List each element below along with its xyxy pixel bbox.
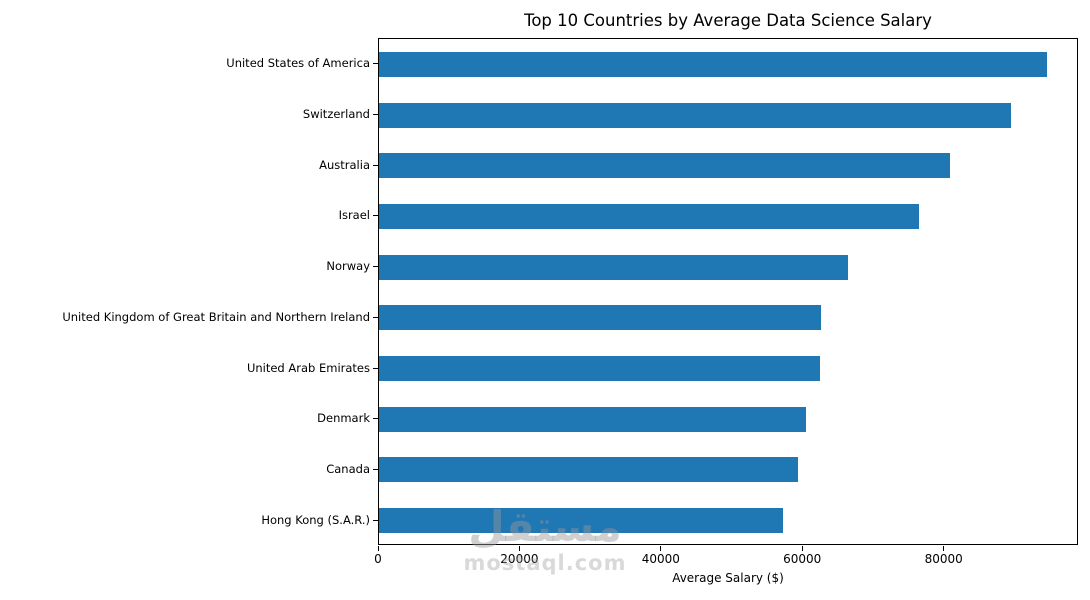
x-tick-label: 40000 <box>641 552 680 566</box>
bar <box>379 356 821 381</box>
bar <box>379 103 1012 128</box>
x-tick-mark <box>518 546 520 551</box>
plot-area <box>378 38 1078 545</box>
x-axis-label: Average Salary ($) <box>672 571 784 585</box>
bar <box>379 305 821 330</box>
y-tick-label: Norway <box>326 259 370 273</box>
y-tick-label: Switzerland <box>302 107 370 121</box>
y-tick-label: Denmark <box>317 411 370 425</box>
bar <box>379 407 807 432</box>
y-tick-mark <box>373 520 378 521</box>
x-tick-mark <box>801 546 803 551</box>
y-tick-mark <box>373 469 378 470</box>
x-tick-label: 20000 <box>500 552 539 566</box>
y-tick-mark <box>373 165 378 166</box>
y-tick-label: Australia <box>319 158 370 172</box>
x-tick-label: 80000 <box>924 552 963 566</box>
y-tick-label: Israel <box>338 208 370 222</box>
x-tick-label: 60000 <box>783 552 822 566</box>
y-tick-mark <box>373 63 378 64</box>
x-tick-mark <box>943 546 945 551</box>
y-tick-label: Hong Kong (S.A.R.) <box>261 513 370 527</box>
y-tick-label: United States of America <box>226 56 370 70</box>
y-tick-mark <box>373 114 378 115</box>
bar <box>379 508 784 533</box>
bar <box>379 457 799 482</box>
y-tick-label: United Kingdom of Great Britain and Nort… <box>62 310 370 324</box>
x-tick-label: 0 <box>374 552 382 566</box>
chart-title: Top 10 Countries by Average Data Science… <box>524 11 932 30</box>
bar <box>379 204 920 229</box>
y-tick-label: Canada <box>326 462 370 476</box>
y-tick-mark <box>373 418 378 419</box>
bar <box>379 153 950 178</box>
y-tick-label: United Arab Emirates <box>246 361 370 375</box>
y-tick-mark <box>373 266 378 267</box>
y-tick-mark <box>373 368 378 369</box>
x-tick-mark <box>660 546 662 551</box>
y-tick-mark <box>373 215 378 216</box>
x-tick-mark <box>377 546 379 551</box>
y-tick-mark <box>373 317 378 318</box>
bar <box>379 255 848 280</box>
bar <box>379 52 1048 77</box>
